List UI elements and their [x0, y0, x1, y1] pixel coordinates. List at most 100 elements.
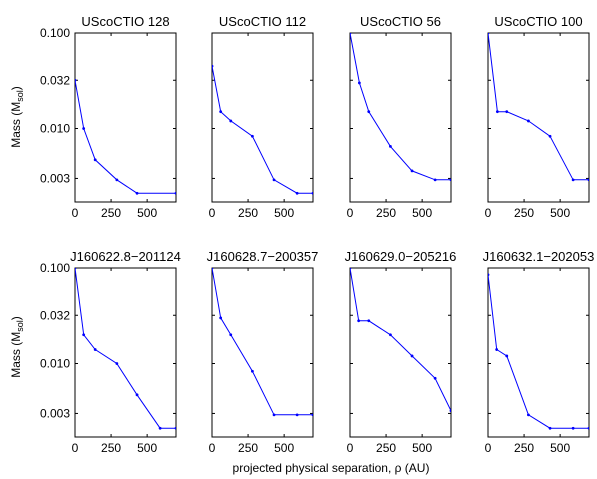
x-tick-label: 250: [514, 206, 534, 220]
data-point: [135, 191, 139, 195]
data-point: [587, 426, 589, 430]
data-point: [587, 178, 589, 182]
x-tick-label: 250: [376, 206, 396, 220]
data-point: [75, 78, 77, 82]
panel-title: UScoCTIO 128: [81, 14, 169, 29]
y-tick-label: 0.100: [40, 26, 70, 40]
data-point: [488, 33, 490, 35]
data-point: [495, 110, 499, 114]
subplot-panel: UScoCTIO 100 0 250 500: [485, 14, 590, 220]
panel-title: J160629.0−205216: [345, 249, 457, 264]
data-point: [135, 393, 139, 397]
data-point: [115, 178, 119, 182]
x-tick-label: 0: [72, 441, 79, 455]
data-point: [251, 134, 254, 138]
axes-frame: [487, 267, 590, 438]
axes-frame: [74, 32, 177, 203]
y-tick-label: 0.032: [40, 73, 70, 87]
x-tick-label: 500: [412, 206, 432, 220]
data-point: [219, 316, 223, 320]
data-point: [93, 348, 97, 351]
data-point: [295, 413, 299, 417]
axes-frame: [349, 32, 452, 203]
data-point: [295, 191, 299, 195]
data-point: [311, 413, 313, 417]
axes-frame: [211, 267, 314, 438]
data-point: [272, 178, 276, 182]
data-point: [527, 413, 530, 417]
axes-frame: [211, 32, 314, 203]
subplot-panel: UScoCTIO 128 0 250 500 0.100 0.032 0.010 0.003: [40, 14, 177, 220]
axes-frame: [487, 32, 590, 203]
x-tick-label: 0: [72, 206, 79, 220]
x-tick-label: 0: [485, 441, 492, 455]
series-line: [212, 268, 313, 416]
data-point: [229, 333, 233, 337]
subplot-panel: J160622.8−201124 0 250 500 0.100 0.032 0.010 0.…: [40, 249, 181, 455]
data-point: [174, 191, 176, 195]
x-tick-label: 250: [514, 441, 534, 455]
panel-title: J160632.1−202053: [483, 249, 595, 264]
x-tick-label: 500: [274, 441, 294, 455]
data-point: [229, 119, 233, 123]
panel-title: J160628.7−200357: [207, 249, 319, 264]
panel-title: UScoCTIO 112: [219, 14, 306, 29]
data-point: [571, 426, 575, 430]
series-line: [350, 268, 451, 412]
subplot-panel: J160629.0−205216 0 250 500: [345, 249, 457, 455]
data-point: [548, 426, 552, 430]
data-point: [433, 376, 437, 380]
x-tick-label: 500: [550, 206, 570, 220]
series-line: [75, 80, 176, 194]
x-axis-label: projected physical separation, ρ (AU): [233, 461, 430, 475]
data-point: [357, 81, 361, 85]
x-tick-label: 250: [101, 441, 121, 455]
subplot-panel: UScoCTIO 56 0 250 500: [347, 14, 452, 220]
data-point: [571, 178, 575, 182]
y-tick-label: 0.003: [40, 171, 70, 185]
data-point: [449, 178, 451, 182]
data-point: [350, 268, 352, 270]
x-tick-label: 0: [347, 441, 354, 455]
data-point: [488, 273, 490, 277]
x-tick-label: 250: [101, 206, 121, 220]
panel-title: J160622.8−201124: [70, 249, 181, 264]
y-tick-label: 0.010: [40, 357, 70, 371]
y-tick-label: 0.010: [40, 122, 70, 136]
x-tick-label: 500: [274, 206, 294, 220]
data-point: [350, 33, 352, 35]
panel-title: UScoCTIO 56: [360, 14, 441, 29]
series-line: [488, 274, 589, 429]
data-point: [389, 333, 392, 337]
x-tick-label: 0: [347, 206, 354, 220]
data-point: [548, 134, 552, 138]
data-point: [212, 64, 214, 68]
data-point: [115, 362, 119, 365]
data-point: [505, 354, 509, 358]
series-line: [75, 268, 176, 429]
x-tick-label: 250: [238, 441, 258, 455]
x-tick-label: 0: [209, 441, 216, 455]
x-tick-label: 0: [209, 206, 216, 220]
data-point: [82, 127, 86, 130]
data-point: [367, 110, 371, 114]
data-point: [527, 119, 530, 123]
x-tick-label: 500: [137, 206, 157, 220]
data-point: [174, 426, 176, 430]
x-tick-label: 500: [137, 441, 157, 455]
data-point: [410, 354, 414, 358]
y-tick-label: 0.003: [40, 406, 70, 420]
data-point: [433, 178, 437, 182]
x-tick-label: 500: [550, 441, 570, 455]
data-point: [93, 158, 97, 162]
axes-frame: [74, 267, 177, 438]
data-point: [272, 413, 276, 417]
y-tick-label: 0.032: [40, 308, 70, 322]
data-point: [75, 268, 77, 270]
series-line: [350, 33, 451, 181]
y-axis-label-bottom: Mass (Msol): [9, 316, 25, 378]
panel-title: UScoCTIO 100: [494, 14, 582, 29]
data-point: [82, 333, 86, 337]
